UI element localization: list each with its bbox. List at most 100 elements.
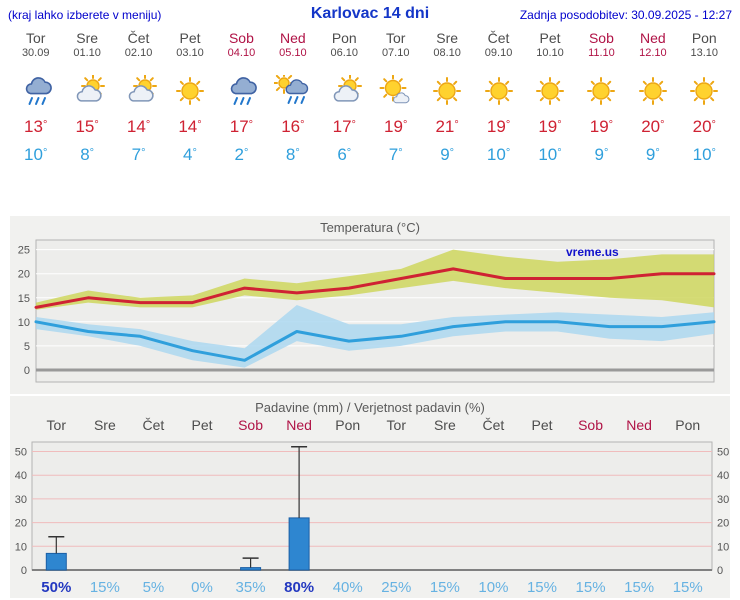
weather-icon-sunny <box>524 74 575 108</box>
svg-text:10: 10 <box>18 317 30 329</box>
svg-text:30: 30 <box>717 494 729 506</box>
day-column: Čet 09.10 19° 10° <box>473 30 524 165</box>
precip-probability: 35% <box>235 579 266 596</box>
temp-min: 10° <box>486 145 511 164</box>
day-column: Sre 01.10 15° 8° <box>61 30 112 165</box>
day-column: Ned 12.10 20° 9° <box>627 30 678 165</box>
day-name: Sre <box>76 30 99 46</box>
temperature-chart-title: Temperatura (°C) <box>320 220 420 235</box>
weather-icon-sunny <box>627 74 678 108</box>
precip-day-label: Pon <box>335 417 361 433</box>
precip-probability: 25% <box>381 579 412 596</box>
precip-day-label: Pet <box>531 417 553 433</box>
svg-text:5: 5 <box>24 341 30 353</box>
day-date: 12.10 <box>639 47 667 59</box>
precip-probability: 15% <box>429 579 460 596</box>
day-column: Tor 30.09 13° 10° <box>10 30 61 165</box>
day-date: 03.10 <box>176 47 204 59</box>
precip-probability: 15% <box>624 579 655 596</box>
day-column: Sob 11.10 19° 9° <box>576 30 627 165</box>
day-date: 06.10 <box>330 47 359 59</box>
top-bar: (kraj lahko izberete v meniju) Karlovac … <box>8 5 732 25</box>
precip-probability: 50% <box>41 579 72 596</box>
day-column: Tor 07.10 19° 7° <box>370 30 421 165</box>
precip-probability-row: 50% 15% 5% 0% 35% 80% 40% 25% 15% 10% 15% 15% 15% 15% <box>32 579 712 596</box>
day-name: Pon <box>331 30 357 46</box>
weather-icon-sunny <box>576 74 627 108</box>
precip-day-label: Ned <box>626 417 652 433</box>
day-name: Čet <box>487 30 510 46</box>
weather-icon-partly-cloudy <box>113 74 164 108</box>
menu-hint: (kraj lahko izberete v meniju) <box>8 8 162 22</box>
temp-max: 14° <box>178 117 202 136</box>
svg-text:20: 20 <box>717 518 729 530</box>
day-name: Pon <box>691 30 717 46</box>
temp-min: 9° <box>440 145 455 164</box>
temperature-panel: Temperatura (°C) 0 5 10 15 20 25 vreme.us <box>10 216 730 394</box>
day-column: Pon 13.10 20° 10° <box>679 30 730 165</box>
precip-day-label: Sob <box>238 417 264 433</box>
weather-icon-rain <box>10 74 61 108</box>
day-date: 05.10 <box>279 47 307 59</box>
temp-min: 7° <box>388 145 403 164</box>
temp-max: 17° <box>229 117 254 136</box>
temp-min: 2° <box>234 145 249 164</box>
day-date: 11.10 <box>588 47 615 59</box>
svg-text:25: 25 <box>18 245 30 257</box>
day-name: Ned <box>280 30 306 46</box>
temp-min: 10° <box>538 145 562 164</box>
weather-icon-sunny <box>473 74 524 108</box>
precip-probability: 10% <box>478 579 509 596</box>
day-date: 10.10 <box>536 47 564 59</box>
day-name: Čet <box>127 30 150 46</box>
precip-day-labels-row: Tor Sre Čet Pet Sob Ned Pon Tor Sre Čet Pet Sob Ned P… <box>32 417 712 436</box>
day-column: Sre 08.10 21° 9° <box>421 30 472 165</box>
day-date: 01.10 <box>73 47 101 59</box>
temp-max: 19° <box>538 117 562 136</box>
precip-probability: 15% <box>89 579 120 596</box>
temp-max: 14° <box>126 117 151 136</box>
precip-probability: 15% <box>575 579 606 596</box>
svg-text:10: 10 <box>717 541 729 553</box>
temp-min: 7° <box>131 145 146 164</box>
svg-text:40: 40 <box>717 470 729 482</box>
svg-text:50: 50 <box>717 447 729 459</box>
day-column: Pet 10.10 19° 10° <box>524 30 575 165</box>
precip-probability: 15% <box>672 579 703 596</box>
weather-icon-sun-rain <box>267 74 318 108</box>
day-name: Sre <box>436 30 459 46</box>
day-column: Ned 05.10 16° 8° <box>267 30 318 165</box>
precipitation-chart: 0 0 10 10 20 20 30 30 40 40 50 50 <box>15 441 729 576</box>
day-column: Pet 03.10 14° 4° <box>164 30 215 165</box>
day-name: Sob <box>228 30 254 46</box>
temperature-chart: 0 5 10 15 20 25 vreme.us <box>18 239 716 383</box>
svg-text:10: 10 <box>15 541 27 553</box>
weather-icon-sunny <box>164 74 215 108</box>
svg-text:0: 0 <box>717 565 723 576</box>
weather-icon-partly-cloudy <box>319 74 370 108</box>
day-column: Pon 06.10 17° 6° <box>319 30 370 165</box>
precip-day-label: Sob <box>578 417 604 433</box>
precip-probability: 40% <box>332 579 363 596</box>
weather-icon-sunny <box>679 74 730 108</box>
day-date: 30.09 <box>21 47 50 59</box>
day-name: Tor <box>385 30 406 46</box>
day-name: Pet <box>539 30 561 46</box>
day-date: 08.10 <box>433 47 461 59</box>
precip-probability: 15% <box>526 579 557 596</box>
day-column: Sob 04.10 17° 2° <box>216 30 267 165</box>
precip-day-label: Čet <box>482 417 505 433</box>
precip-day-label: Sre <box>433 417 456 433</box>
day-date: 09.10 <box>484 47 513 59</box>
precip-day-label: Sre <box>93 417 116 433</box>
day-date: 04.10 <box>227 47 256 59</box>
precip-probability: 5% <box>142 579 165 596</box>
temp-max: 21° <box>435 117 459 136</box>
temp-max: 17° <box>332 117 356 136</box>
svg-text:50: 50 <box>15 447 27 459</box>
temp-min: 10° <box>24 145 48 164</box>
temp-max: 19° <box>589 117 614 136</box>
temp-max: 15° <box>75 117 99 136</box>
day-date: 07.10 <box>381 47 410 59</box>
svg-text:vreme.us: vreme.us <box>566 245 619 259</box>
